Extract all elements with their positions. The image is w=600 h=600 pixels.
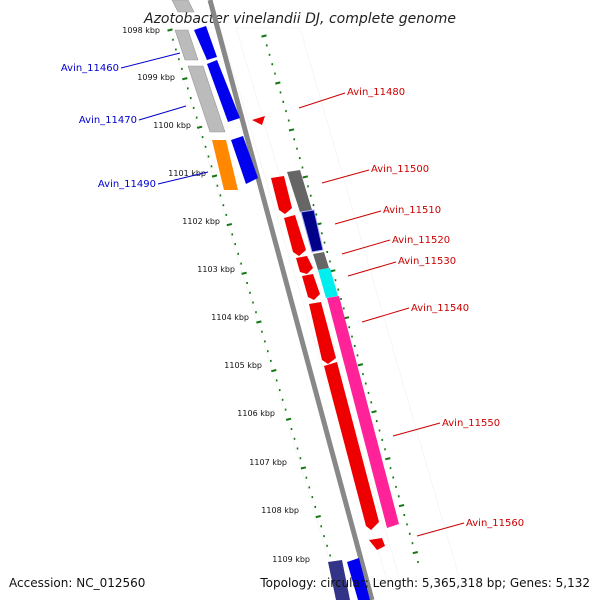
tick-mark: [315, 515, 321, 519]
tick-mark: [275, 81, 281, 85]
gene-blue-3: [231, 136, 258, 184]
genome-axis: [207, 0, 375, 600]
tick-label: 1099 kbp: [137, 73, 175, 82]
gene-darkgrey-2: [313, 252, 329, 270]
leader-line: [157, 171, 209, 185]
tick-mark: [385, 457, 391, 461]
leader-line: [334, 210, 382, 225]
tick-mark: [261, 34, 267, 38]
gene-navy-bottom: [328, 560, 350, 600]
tick-mark: [371, 410, 377, 414]
tick-mark: [288, 128, 295, 132]
gene-label-left: Avin_11460: [61, 63, 119, 74]
gene-darkgrey-1: [287, 170, 312, 212]
gene-label-right: Avin_11550: [442, 418, 500, 429]
gene-small-red-arrow: [252, 116, 265, 125]
tick-mark: [226, 223, 233, 227]
gene-red-3: [296, 256, 313, 274]
tick-mark: [241, 271, 247, 275]
leader-line: [321, 169, 370, 184]
gene-features: [171, 0, 399, 600]
tick-mark: [182, 77, 188, 81]
map-title: Azotobacter vinelandii DJ, complete geno…: [143, 11, 456, 27]
gene-navy: [300, 209, 324, 253]
leader-line: [347, 261, 397, 277]
gene-label-right: Avin_11540: [411, 303, 469, 314]
gene-blue-1: [194, 26, 217, 60]
tick-label: 1102 kbp: [182, 217, 220, 226]
tick-mark: [167, 28, 173, 32]
tick-label: 1106 kbp: [237, 409, 275, 418]
leader-line: [392, 422, 441, 437]
gene-blue-bottom: [347, 558, 370, 600]
gene-red-5: [309, 302, 336, 364]
gene-orange: [212, 140, 238, 190]
tick-mark: [271, 369, 277, 373]
gene-red-4: [302, 274, 320, 300]
tick-label: 1108 kbp: [261, 506, 299, 515]
tick-mark: [300, 466, 307, 470]
leader-line: [341, 239, 391, 255]
gene-grey-2: [174, 29, 199, 61]
gene-grey-1: [171, 0, 195, 13]
tick-label: 1107 kbp: [249, 458, 287, 467]
tick-mark: [196, 125, 203, 129]
tick-label: 1103 kbp: [197, 265, 235, 274]
gene-blue-2: [207, 60, 240, 122]
tick-mark: [302, 175, 309, 179]
leader-line: [298, 92, 346, 109]
leader-line: [138, 105, 187, 121]
kbp-tick-labels: 1098 kbp 1099 kbp 1100 kbp 1101 kbp 1102…: [122, 26, 310, 564]
gene-label-right: Avin_11500: [371, 164, 429, 175]
gene-magenta: [327, 296, 399, 528]
gene-label-right: Avin_11560: [466, 518, 524, 529]
genome-summary: Topology: circular; Length: 5,365,318 bp…: [259, 576, 590, 590]
tick-mark: [285, 417, 292, 421]
gene-red-7: [369, 538, 385, 550]
gene-red-1: [271, 176, 292, 214]
tick-label: 1104 kbp: [211, 313, 249, 322]
tick-label: 1100 kbp: [153, 121, 191, 130]
gene-label-left: Avin_11490: [98, 179, 156, 190]
tick-label: 1101 kbp: [168, 169, 206, 178]
tick-mark: [211, 174, 218, 178]
tick-mark: [398, 504, 405, 508]
gene-label-right: Avin_11480: [347, 87, 405, 98]
tick-mark: [357, 363, 364, 367]
gene-red-2: [284, 215, 306, 256]
gene-label-right: Avin_11510: [383, 205, 441, 216]
left-gene-labels: Avin_11460 Avin_11470 Avin_11490: [61, 52, 209, 190]
gene-cyan: [318, 268, 338, 298]
gene-label-right: Avin_11530: [398, 256, 456, 267]
leader-line: [416, 522, 465, 537]
tick-mark: [412, 551, 419, 555]
gene-grey-3: [187, 65, 226, 133]
gene-label-left: Avin_11470: [79, 115, 137, 126]
leader-line: [120, 52, 181, 69]
tick-mark: [330, 269, 336, 273]
gene-red-6: [324, 362, 379, 530]
right-gene-labels: Avin_11480 Avin_11500 Avin_11510 Avin_11…: [298, 87, 524, 537]
leader-line: [361, 307, 410, 323]
tick-label: 1098 kbp: [122, 26, 160, 35]
tick-label: 1105 kbp: [224, 361, 262, 370]
tick-label: 1109 kbp: [272, 555, 310, 564]
tick-mark: [256, 320, 262, 324]
accession-text: Accession: NC_012560: [9, 576, 145, 590]
gene-label-right: Avin_11520: [392, 235, 450, 246]
